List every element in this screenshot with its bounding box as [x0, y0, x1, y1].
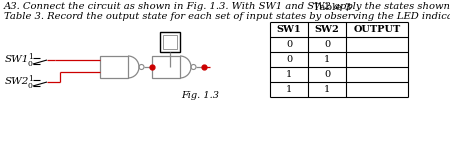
Text: Fig. 1.3: Fig. 1.3: [181, 91, 219, 100]
Text: SW2: SW2: [315, 25, 339, 34]
Text: 1: 1: [324, 55, 330, 64]
Text: Table 3: Table 3: [313, 4, 351, 13]
Text: 1: 1: [28, 53, 33, 61]
Bar: [100, 56, 128, 78]
Text: 0: 0: [286, 55, 292, 64]
Text: 1: 1: [286, 85, 292, 94]
Text: 1: 1: [286, 70, 292, 79]
Text: 1: 1: [324, 85, 330, 94]
Text: 1: 1: [28, 75, 33, 83]
Bar: [163, 35, 177, 49]
Bar: [152, 56, 180, 78]
Text: 0: 0: [324, 70, 330, 79]
Bar: [160, 32, 180, 52]
Text: 0: 0: [28, 82, 33, 90]
Text: 0: 0: [286, 40, 292, 49]
Text: SW1: SW1: [5, 54, 29, 63]
Text: A3. Connect the circuit as shown in Fig. 1.3. With SW1 and SW2 apply the states : A3. Connect the circuit as shown in Fig.…: [4, 2, 450, 11]
Text: 0: 0: [28, 60, 33, 68]
Text: SW2: SW2: [5, 76, 29, 86]
Text: OUTPUT: OUTPUT: [353, 25, 400, 34]
Text: 0: 0: [324, 40, 330, 49]
Text: Table 3. Record the output state for each set of input states by observing the L: Table 3. Record the output state for eac…: [4, 12, 450, 21]
Text: SW1: SW1: [277, 25, 302, 34]
